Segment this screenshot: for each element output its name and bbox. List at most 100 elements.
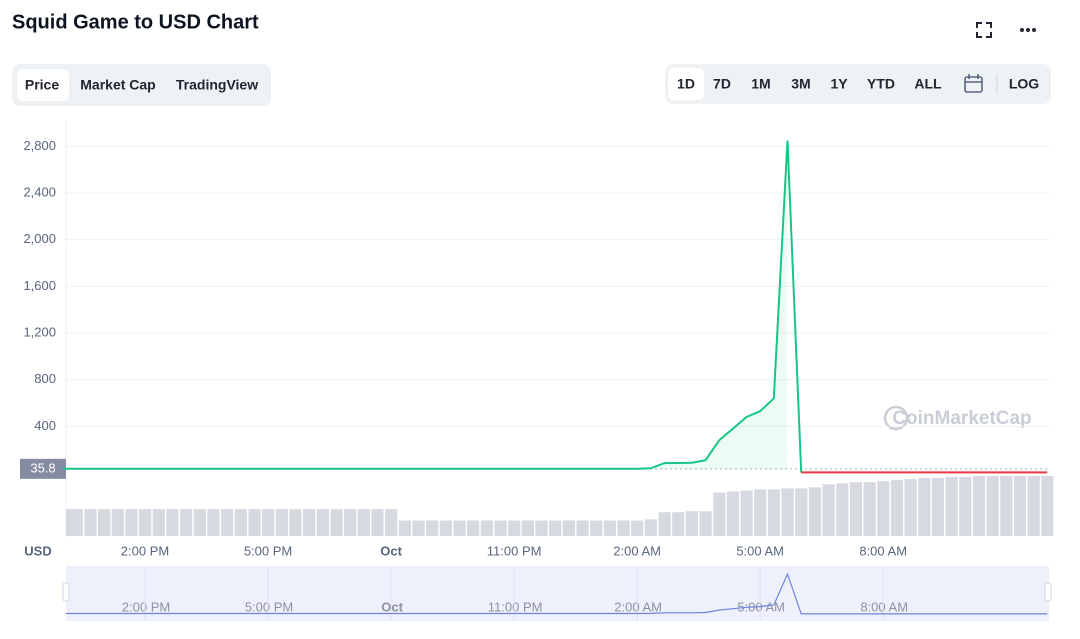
volume-bar (275, 509, 288, 536)
volume-bar (139, 509, 152, 536)
volume-bar (931, 478, 945, 536)
navigator-label: 8:00 AM (860, 599, 908, 614)
x-tick-label: 2:00 AM (613, 543, 661, 558)
volume-bar (713, 492, 726, 536)
navigator-label: 2:00 PM (122, 599, 170, 614)
volume-bar (754, 489, 767, 536)
volume-bar (658, 512, 671, 536)
range-button[interactable]: 1D (677, 76, 695, 92)
volume-bar (863, 482, 876, 536)
volume-bar (234, 509, 247, 536)
tab[interactable]: Market Cap (80, 77, 155, 93)
x-tick-label: 8:00 AM (859, 543, 907, 558)
volume-bar (344, 509, 357, 536)
volume-bar (1013, 476, 1027, 536)
volume-bar (904, 479, 917, 536)
y-tick-label: 400 (34, 418, 56, 433)
navigator-line (66, 572, 1048, 615)
volume-bar (603, 520, 616, 536)
range-selected (668, 68, 704, 100)
price-line-up (63, 140, 803, 473)
range-button[interactable]: 3M (791, 76, 810, 92)
y-tick-label: 2,000 (23, 231, 56, 246)
volume-bar (1041, 476, 1054, 536)
x-tick-label: 5:00 AM (736, 543, 784, 558)
volume-bar (740, 490, 753, 536)
more-icon[interactable] (1020, 28, 1036, 32)
range-button[interactable]: 7D (713, 76, 731, 92)
volume-bar (590, 520, 603, 536)
calendar-icon[interactable] (964, 74, 983, 93)
volume-bar (562, 520, 575, 536)
y-tick-label: 1,200 (23, 324, 56, 339)
volume-bar (111, 509, 124, 536)
volume-bar (685, 511, 699, 536)
volume-bar (877, 481, 890, 536)
y-tick-label: 1,600 (23, 278, 56, 293)
navigator-handle[interactable] (1044, 582, 1052, 602)
tab[interactable]: Price (25, 77, 59, 93)
navigator[interactable] (66, 566, 1049, 621)
volume-bar (398, 520, 411, 536)
volume-bar (535, 520, 548, 536)
volume-bar (330, 509, 343, 536)
volume-bar (631, 520, 644, 536)
range-button[interactable]: YTD (867, 76, 895, 92)
watermark-logo (883, 405, 909, 431)
volume-bar (439, 520, 452, 536)
volume-bar (959, 477, 972, 536)
navigator-handle[interactable] (62, 582, 70, 602)
navigator-label: Oct (381, 599, 403, 614)
navigator-label: 5:00 PM (245, 599, 293, 614)
volume-bar (207, 509, 220, 536)
volume-bar (494, 520, 507, 536)
range-button[interactable]: 1Y (830, 76, 848, 92)
baseline-label: 35.8 (30, 460, 55, 475)
volume-bar (480, 520, 493, 536)
volume-bar (795, 488, 808, 536)
tab[interactable]: TradingView (176, 77, 258, 93)
volume-bar (822, 484, 835, 536)
volume-bar (426, 520, 439, 536)
volume-bar (945, 477, 958, 536)
volume-bar (521, 520, 534, 536)
fullscreen-icon[interactable] (976, 22, 992, 38)
volume-bar (371, 509, 384, 536)
chart-title: Squid Game to USD Chart (12, 11, 259, 33)
volume-bar (289, 509, 302, 536)
volume-bar (166, 509, 179, 536)
volume-bar (836, 483, 849, 536)
range-bar (665, 64, 1051, 104)
y-tick-label: 800 (34, 371, 56, 386)
volume-bar (385, 509, 398, 536)
volume-bar (808, 487, 822, 536)
volume-bar (726, 491, 740, 536)
range-button[interactable]: 1M (751, 76, 770, 92)
volume-bar (221, 509, 234, 536)
navigator-label: 2:00 AM (614, 599, 662, 614)
volume-bar (849, 482, 863, 536)
volume-bar (767, 489, 781, 536)
baseline-tag (20, 458, 66, 479)
volume-bar (248, 509, 261, 536)
volume-bar (357, 509, 370, 536)
volume-bar (1000, 476, 1013, 536)
log-button[interactable]: LOG (1009, 76, 1039, 92)
volume-bar (316, 509, 329, 536)
volume-bar (644, 519, 658, 536)
currency-label: USD (24, 543, 51, 558)
area (63, 140, 788, 469)
volume-bar (972, 476, 986, 536)
volume-bar (467, 520, 480, 536)
volume-bar (193, 509, 206, 536)
navigator-label: 11:00 PM (488, 599, 543, 614)
volume-bar (781, 488, 794, 536)
volume-bar (98, 509, 111, 536)
volume-bar (549, 520, 562, 536)
range-button[interactable]: ALL (914, 76, 942, 92)
volume-bar (84, 509, 97, 536)
volume-bar (699, 511, 712, 536)
volume-bar (412, 520, 425, 536)
volume-bar (576, 520, 589, 536)
